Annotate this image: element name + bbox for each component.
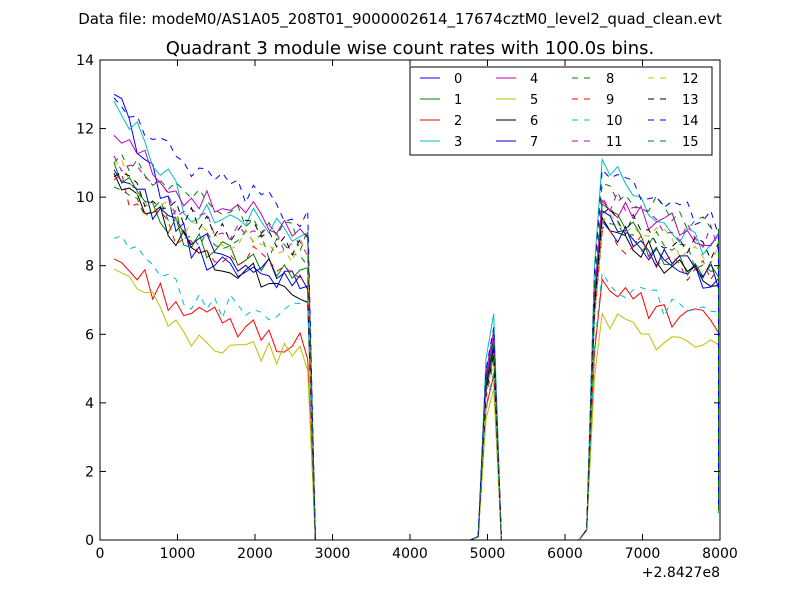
- x-tick-label: 8000: [702, 546, 738, 562]
- legend-label-13: 13: [682, 93, 699, 108]
- series-line-14: [113, 97, 719, 541]
- y-tick-label: 8: [85, 259, 94, 275]
- series-line-5: [113, 268, 719, 541]
- y-tick-label: 10: [76, 190, 94, 206]
- legend-label-4: 4: [530, 72, 538, 87]
- series-line-10: [113, 235, 719, 541]
- series-line-15: [113, 153, 719, 541]
- legend-label-11: 11: [606, 135, 623, 150]
- y-tick-label: 12: [76, 122, 94, 138]
- x-tick-label: 2000: [237, 546, 273, 562]
- series-line-9: [113, 173, 719, 541]
- x-tick-label: 1000: [160, 546, 196, 562]
- legend-label-2: 2: [454, 114, 462, 129]
- x-offset-label: +2.8427e8: [642, 565, 720, 581]
- y-tick-label: 6: [85, 327, 94, 343]
- y-tick-label: 14: [76, 53, 94, 69]
- plot-lines: [113, 93, 719, 541]
- axis-ticks: 0 1000 2000 3000 4000 5000 6000 7000 80000246810…: [76, 53, 738, 562]
- legend-label-5: 5: [530, 93, 538, 108]
- legend-label-15: 15: [682, 135, 699, 150]
- x-tick-label: 7000: [625, 546, 661, 562]
- legend-label-10: 10: [606, 114, 623, 129]
- x-tick-label: 3000: [315, 546, 351, 562]
- chart-title: Quadrant 3 module wise count rates with …: [166, 38, 655, 59]
- x-tick-label: 6000: [547, 546, 583, 562]
- legend-label-14: 14: [682, 114, 699, 129]
- x-tick-label: 0: [96, 546, 105, 562]
- series-line-12: [113, 158, 719, 541]
- figure-suptitle: Data file: modeM0/AS1A05_208T01_90000026…: [78, 10, 722, 29]
- legend-label-6: 6: [530, 114, 538, 129]
- y-tick-label: 0: [85, 533, 94, 549]
- legend-label-8: 8: [606, 72, 614, 87]
- legend-label-1: 1: [454, 93, 462, 108]
- legend-label-0: 0: [454, 72, 462, 87]
- y-tick-label: 2: [85, 464, 94, 480]
- legend-frame: [409, 66, 713, 156]
- x-tick-label: 5000: [470, 546, 506, 562]
- legend-label-9: 9: [606, 93, 614, 108]
- y-tick-label: 4: [85, 396, 94, 412]
- legend-label-3: 3: [454, 135, 462, 150]
- legend-label-7: 7: [530, 135, 538, 150]
- x-tick-label: 4000: [392, 546, 428, 562]
- legend-label-12: 12: [682, 72, 699, 87]
